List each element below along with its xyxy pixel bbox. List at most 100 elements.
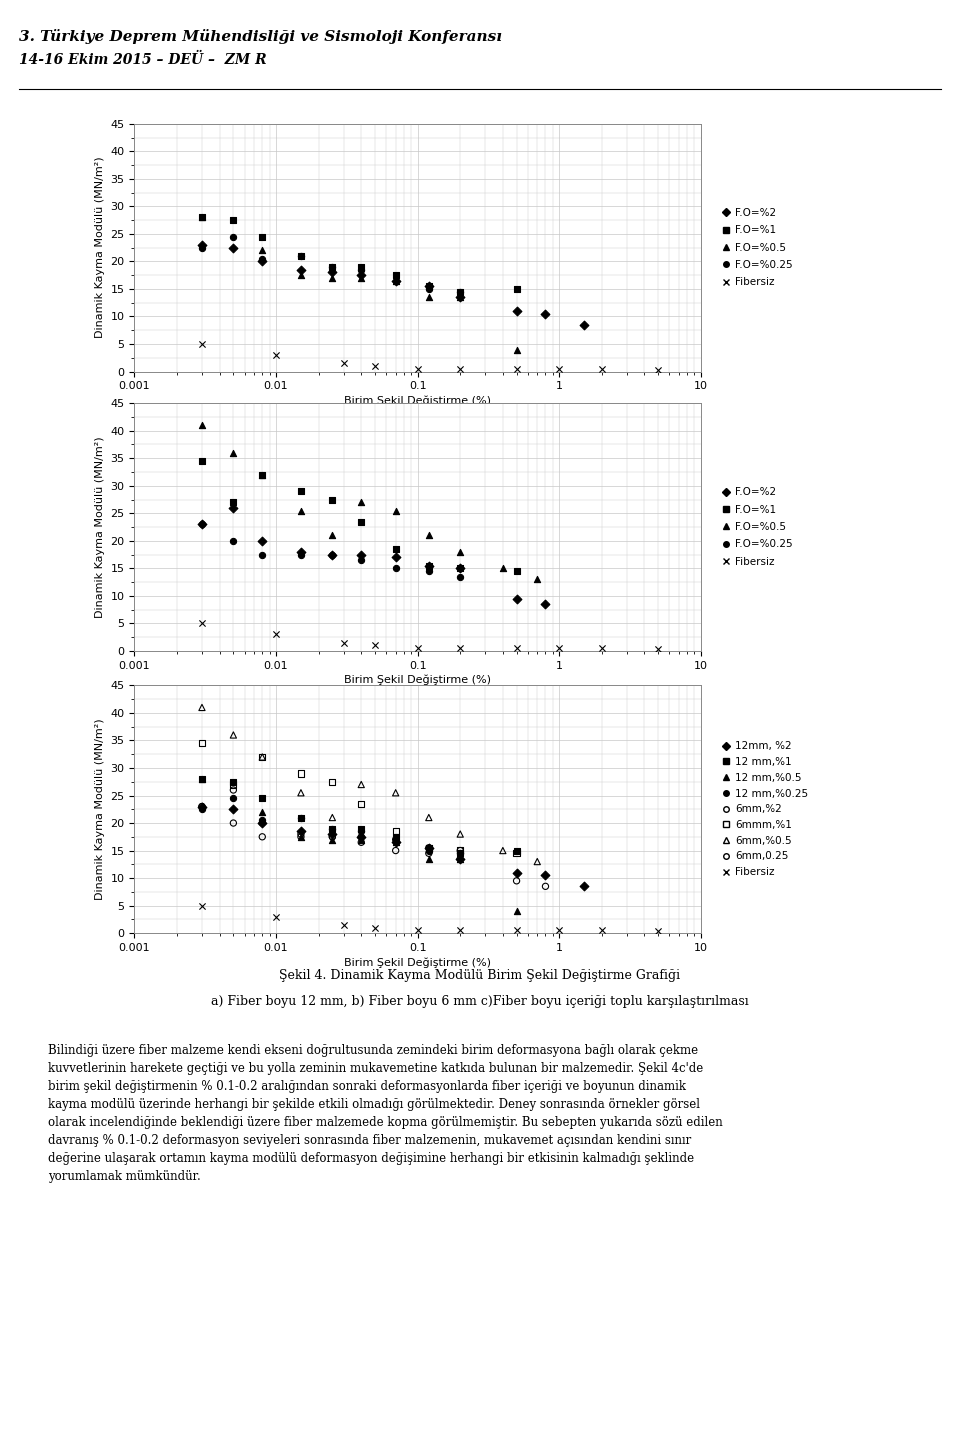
Point xyxy=(254,801,270,824)
Point xyxy=(388,264,403,287)
Point xyxy=(452,842,468,865)
Point xyxy=(254,812,270,835)
Point xyxy=(194,798,209,821)
Point xyxy=(336,913,351,936)
Point xyxy=(421,278,437,301)
Point xyxy=(421,524,437,547)
Point xyxy=(194,696,209,719)
Point xyxy=(594,919,610,942)
Point xyxy=(538,593,553,616)
Point xyxy=(194,795,209,818)
Point xyxy=(324,524,340,547)
Point xyxy=(452,822,468,845)
Point xyxy=(410,357,425,380)
Point xyxy=(324,822,340,845)
Point xyxy=(452,281,468,304)
Point xyxy=(421,554,437,577)
Point xyxy=(353,266,369,289)
Point xyxy=(538,876,553,899)
Point xyxy=(551,636,566,660)
Point xyxy=(388,828,403,851)
Point xyxy=(594,357,610,380)
Point xyxy=(353,491,369,514)
Point xyxy=(452,840,468,863)
Point xyxy=(388,840,403,863)
Point xyxy=(452,919,468,942)
Point xyxy=(388,557,403,580)
Point xyxy=(388,782,403,805)
Point xyxy=(293,806,308,829)
Point xyxy=(551,919,566,942)
Point xyxy=(293,825,308,848)
Point xyxy=(452,842,468,865)
Point xyxy=(324,770,340,793)
Point xyxy=(293,819,308,842)
Point xyxy=(353,825,369,848)
Point xyxy=(293,264,308,287)
Point xyxy=(324,806,340,829)
Point xyxy=(509,357,524,380)
Point xyxy=(509,870,524,893)
Point xyxy=(421,837,437,860)
Point xyxy=(254,746,270,769)
Point xyxy=(194,513,209,536)
Point xyxy=(254,239,270,262)
Point xyxy=(368,916,383,939)
Point xyxy=(194,449,209,472)
Point xyxy=(226,236,241,259)
Point xyxy=(254,530,270,553)
Point xyxy=(293,245,308,268)
Point xyxy=(293,543,308,566)
Point xyxy=(452,281,468,304)
Point xyxy=(509,900,524,923)
Point xyxy=(353,773,369,796)
Point xyxy=(336,631,351,654)
Point xyxy=(538,302,553,325)
Point xyxy=(194,236,209,259)
Point xyxy=(388,500,403,523)
Point xyxy=(388,269,403,292)
Point xyxy=(324,816,340,840)
Point xyxy=(324,825,340,848)
Point xyxy=(452,564,468,588)
Point xyxy=(421,837,437,860)
Point xyxy=(353,792,369,815)
Point xyxy=(452,540,468,563)
Point xyxy=(324,266,340,289)
Point xyxy=(353,831,369,854)
Point xyxy=(324,255,340,278)
Point xyxy=(388,537,403,560)
Point xyxy=(324,255,340,278)
Point xyxy=(368,634,383,657)
Legend: F.O=%2, F.O=%1, F.O=%0.5, F.O=%0.25, Fibersiz: F.O=%2, F.O=%1, F.O=%0.5, F.O=%0.25, Fib… xyxy=(717,484,797,570)
Point xyxy=(353,543,369,566)
Text: Şekil 4. Dinamik Kayma Modülü Birim Şekil Değiştirme Grafiği: Şekil 4. Dinamik Kayma Modülü Birim Şeki… xyxy=(279,969,681,982)
Point xyxy=(254,251,270,274)
Point xyxy=(226,497,241,520)
Point xyxy=(410,919,425,942)
Text: 14-16 Ekim 2015 – DEÜ –  ZM R: 14-16 Ekim 2015 – DEÜ – ZM R xyxy=(19,53,267,68)
Point xyxy=(254,248,270,271)
Point xyxy=(388,269,403,292)
Point xyxy=(194,233,209,256)
Point xyxy=(421,275,437,298)
Text: Bilindiği üzere fiber malzeme kendi ekseni doğrultusunda zemindeki birim deforma: Bilindiği üzere fiber malzeme kendi ekse… xyxy=(48,1044,723,1184)
Point xyxy=(452,840,468,863)
Point xyxy=(254,746,270,769)
Point xyxy=(226,798,241,821)
Point xyxy=(388,831,403,854)
Point xyxy=(293,806,308,829)
Point xyxy=(324,825,340,848)
Legend: F.O=%2, F.O=%1, F.O=%0.5, F.O=%0.25, Fibersiz: F.O=%2, F.O=%1, F.O=%0.5, F.O=%0.25, Fib… xyxy=(717,204,797,291)
Point xyxy=(452,636,468,660)
Point xyxy=(452,285,468,308)
Point xyxy=(421,560,437,583)
Point xyxy=(388,831,403,854)
Point xyxy=(226,491,241,514)
Point xyxy=(388,831,403,854)
Point xyxy=(495,557,511,580)
Point xyxy=(452,847,468,870)
Point xyxy=(421,806,437,829)
Point xyxy=(576,876,591,899)
Point xyxy=(452,285,468,308)
